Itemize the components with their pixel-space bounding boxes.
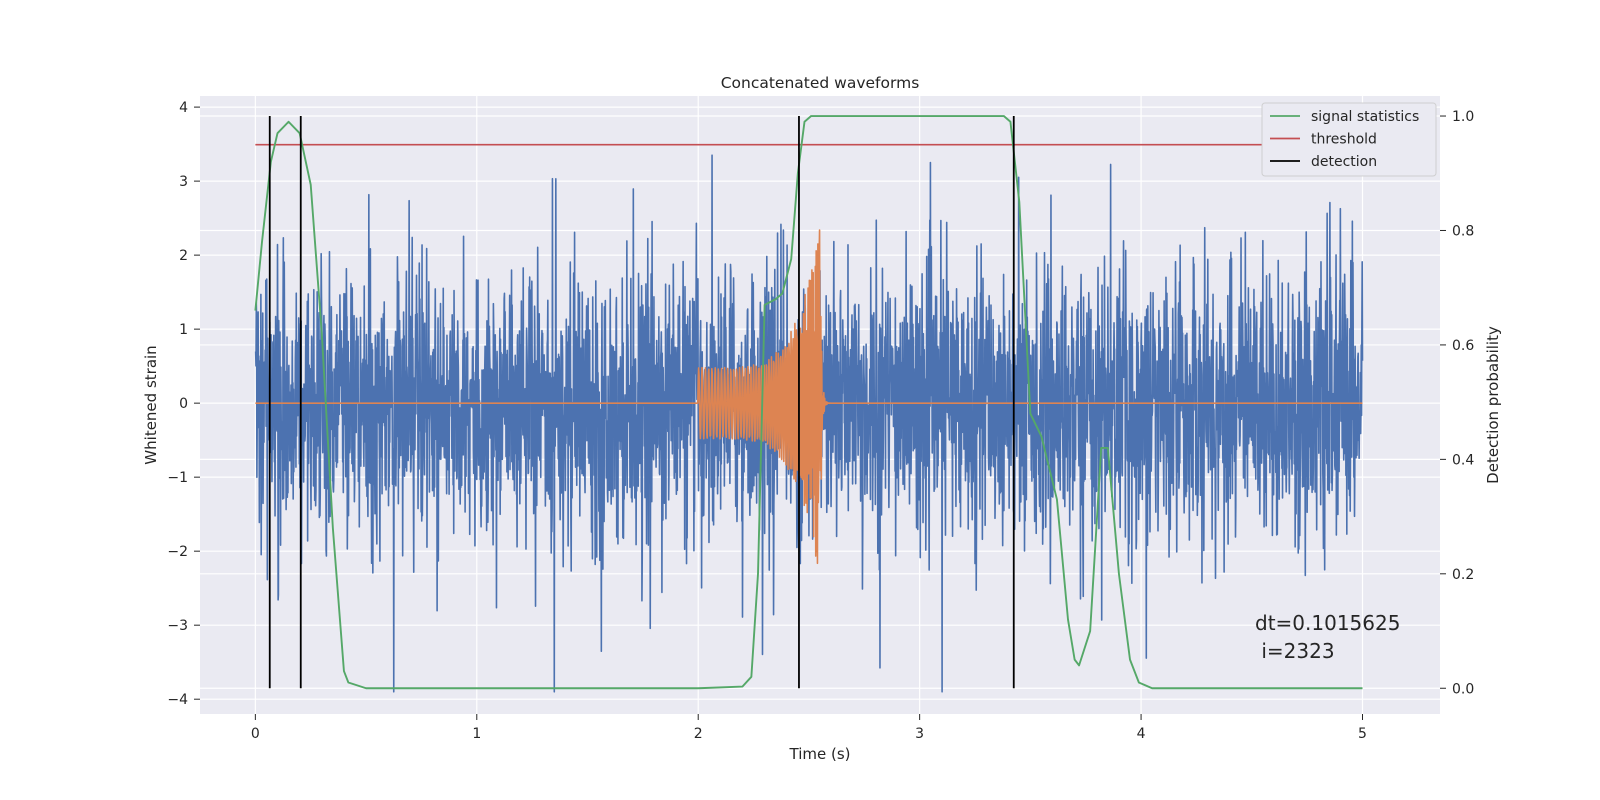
signal-statistics-series (254, 115, 1363, 690)
y-tick-label-3: −1 (167, 470, 188, 486)
legend-label-signal-statistics: signal statistics (1311, 109, 1419, 125)
y-tick-label-8: 4 (179, 100, 188, 116)
y2-tick-label-2: 0.4 (1452, 452, 1474, 468)
annotation-i: i=2323 (1255, 639, 1335, 663)
legend: signal statistics threshold detection (1261, 102, 1437, 177)
strain-series (254, 154, 1364, 693)
axes-layer: 0 1 2 3 4 5 −4 −3 −2 −1 0 1 2 3 4 0.0 0.2 0.4 0.6 0.8 1.0 (167, 100, 1474, 742)
legend-box (1261, 102, 1437, 177)
y-tick-label-6: 2 (179, 248, 188, 264)
chart-title: Concatenated waveforms (721, 74, 920, 92)
y2-tick-label-5: 1.0 (1452, 109, 1474, 125)
y-tick-label-0: −4 (167, 692, 188, 708)
x-tick-label-1: 1 (472, 726, 481, 742)
waveform-series (254, 229, 1363, 565)
y-tick-label-4: 0 (179, 396, 188, 412)
y2-tick-label-0: 0.0 (1452, 681, 1474, 697)
y2-axis-label: Detection probability (1484, 326, 1502, 484)
y-axis-label: Whitened strain (142, 345, 160, 464)
plot-layer (254, 115, 1364, 693)
x-axis-label: Time (s) (789, 745, 851, 763)
y-tick-label-1: −3 (167, 618, 188, 634)
y2-tick-label-1: 0.2 (1452, 567, 1474, 583)
legend-label-threshold: threshold (1311, 132, 1377, 148)
x-tick-label-3: 3 (915, 726, 924, 742)
x-tick-label-4: 4 (1137, 726, 1146, 742)
y-tick-label-7: 3 (179, 174, 188, 190)
x-tick-label-5: 5 (1358, 726, 1367, 742)
y2-tick-label-4: 0.8 (1452, 223, 1474, 239)
annotation-dt: dt=0.1015625 (1255, 611, 1400, 635)
x-tick-label-2: 2 (694, 726, 703, 742)
y2-tick-label-3: 0.6 (1452, 338, 1474, 354)
y-tick-label-2: −2 (167, 544, 188, 560)
y-tick-label-5: 1 (179, 322, 188, 338)
legend-label-detection: detection (1311, 154, 1377, 170)
x-tick-label-0: 0 (251, 726, 260, 742)
